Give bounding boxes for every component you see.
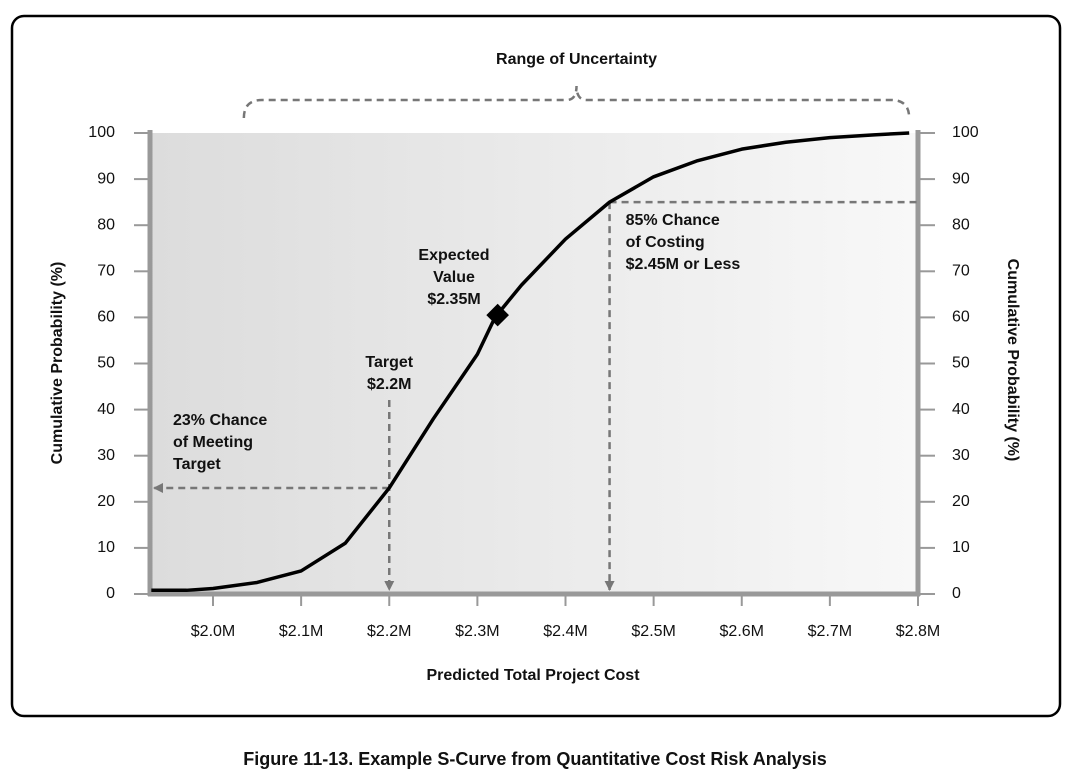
x-tick-label: $2.7M [808,623,852,640]
chance-label: of Meeting [173,434,253,451]
chance-label: 23% Chance [173,412,267,429]
y2-tick-label: 70 [952,263,970,280]
x-axis-label: Predicted Total Project Cost [426,667,640,684]
y-tick-label: 40 [97,401,115,418]
y-tick-label: 90 [97,170,115,187]
y2-tick-label: 90 [952,170,970,187]
x-tick-label: $2.8M [896,623,940,640]
y-tick-label: 70 [97,263,115,280]
x-tick-label: $2.3M [455,623,499,640]
y2-axis-label: Cumulative Probability (%) [1004,259,1021,462]
x-tick-label: $2.6M [720,623,764,640]
x-tick-label: $2.2M [367,623,411,640]
chance-label: Target [173,456,221,473]
x-tick-label: $2.0M [191,623,235,640]
expected-label: Value [433,269,475,286]
target-label: Target [365,354,413,371]
y-tick-label: 60 [97,309,115,326]
y-tick-label: 80 [97,216,115,233]
y2-tick-label: 0 [952,585,961,602]
y-tick-label: 50 [97,355,115,372]
expected-label: Expected [418,247,489,264]
y-tick-label: 20 [97,493,115,510]
y2-tick-label: 20 [952,493,970,510]
expected-label: $2.35M [427,291,480,308]
y2-tick-label: 30 [952,447,970,464]
x-tick-label: $2.5M [631,623,675,640]
percentile-label: $2.45M or Less [626,256,741,273]
caption: Figure 11-13. Example S-Curve from Quant… [243,749,827,769]
range-brace [242,85,911,119]
target-label: $2.2M [367,376,411,393]
y-tick-label: 0 [106,585,115,602]
y2-tick-label: 10 [952,539,970,556]
y-tick-label: 10 [97,539,115,556]
y-axis-label: Cumulative Probability (%) [49,262,66,465]
y2-tick-label: 80 [952,216,970,233]
x-tick-label: $2.4M [543,623,587,640]
expected-marker [486,303,509,327]
s-curve [151,131,910,593]
percentile-label: 85% Chance [626,212,720,229]
y2-tick-label: 60 [952,309,970,326]
y-tick-label: 30 [97,447,115,464]
plot-area [150,133,918,594]
y2-tick-label: 100 [952,124,979,141]
range-label: Range of Uncertainty [496,51,657,68]
y-tick-label: 100 [88,124,115,141]
x-tick-label: $2.1M [279,623,323,640]
y2-tick-label: 40 [952,401,970,418]
y2-tick-label: 50 [952,355,970,372]
percentile-label: of Costing [626,234,705,251]
